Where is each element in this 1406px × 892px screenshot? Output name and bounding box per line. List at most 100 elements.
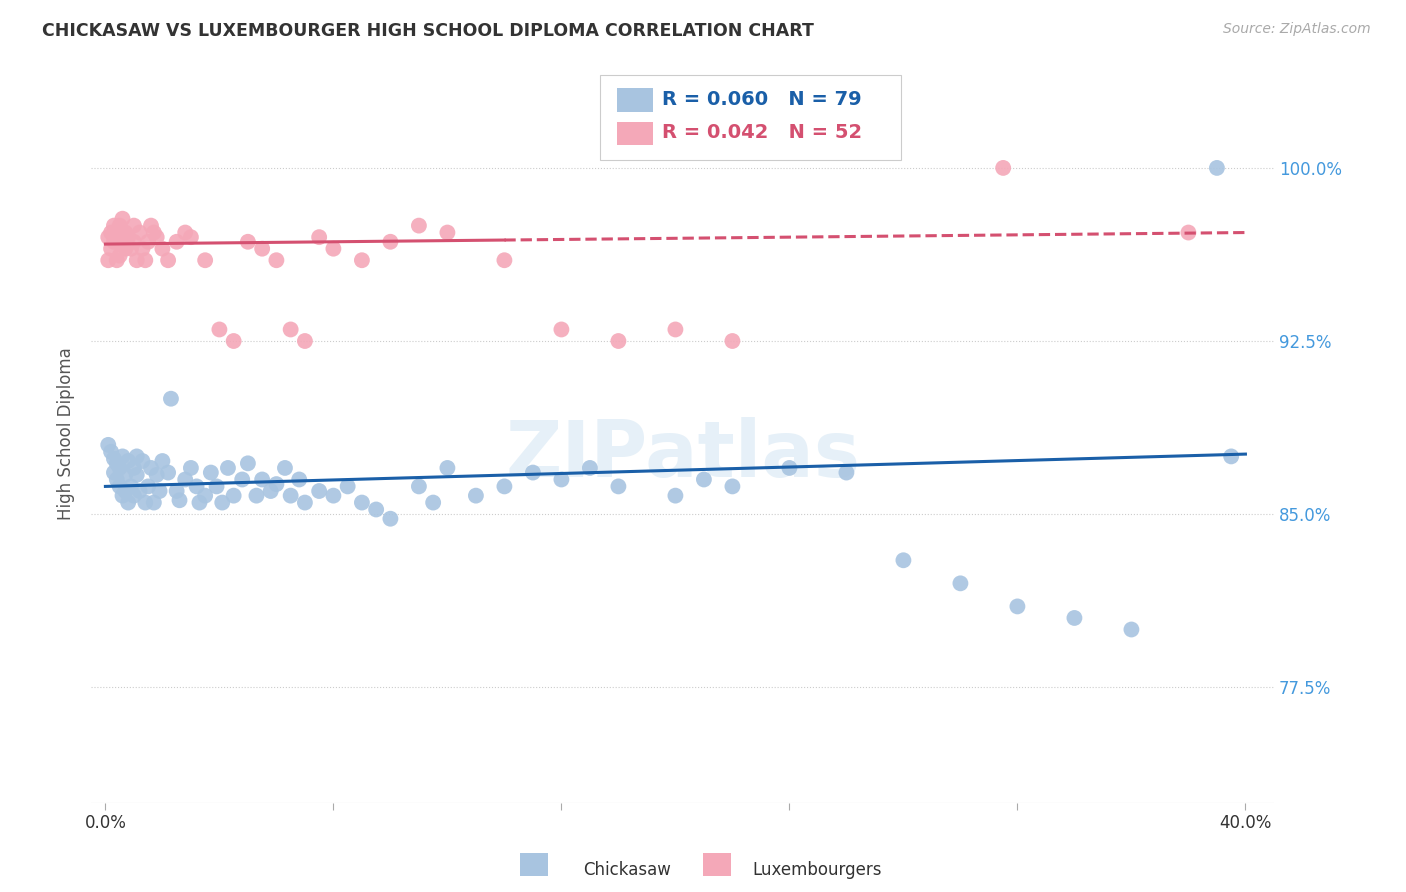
Y-axis label: High School Diploma: High School Diploma bbox=[58, 347, 75, 520]
Point bbox=[550, 473, 572, 487]
Point bbox=[778, 461, 800, 475]
Point bbox=[166, 235, 188, 249]
Point bbox=[1007, 599, 1029, 614]
Point bbox=[522, 466, 544, 480]
Point bbox=[111, 450, 134, 464]
Point bbox=[721, 479, 744, 493]
Point bbox=[103, 451, 125, 466]
Point bbox=[194, 489, 217, 503]
Bar bbox=[617, 121, 652, 145]
Point bbox=[111, 235, 134, 249]
Point bbox=[100, 226, 122, 240]
Point bbox=[114, 483, 136, 498]
Point bbox=[222, 489, 245, 503]
Point bbox=[494, 253, 516, 268]
Text: Chickasaw: Chickasaw bbox=[583, 861, 672, 879]
Point bbox=[120, 479, 142, 493]
Point bbox=[180, 461, 202, 475]
Point bbox=[991, 161, 1014, 175]
Point bbox=[422, 495, 444, 509]
Point bbox=[1063, 611, 1085, 625]
Point bbox=[236, 456, 259, 470]
Point bbox=[280, 322, 302, 336]
Point bbox=[134, 495, 156, 509]
Point bbox=[166, 483, 188, 498]
Point bbox=[693, 473, 716, 487]
Point bbox=[835, 466, 858, 480]
Point bbox=[122, 489, 145, 503]
Point bbox=[128, 483, 150, 498]
Point bbox=[550, 322, 572, 336]
Point bbox=[607, 334, 630, 348]
Point bbox=[114, 226, 136, 240]
Point bbox=[464, 489, 486, 503]
Point bbox=[100, 242, 122, 256]
Point bbox=[1177, 226, 1199, 240]
Point bbox=[280, 489, 302, 503]
Point bbox=[97, 230, 120, 244]
Point bbox=[188, 495, 211, 509]
Point bbox=[322, 242, 344, 256]
Point bbox=[117, 454, 139, 468]
Text: Source: ZipAtlas.com: Source: ZipAtlas.com bbox=[1223, 22, 1371, 37]
Point bbox=[122, 461, 145, 475]
Point bbox=[294, 495, 316, 509]
Point bbox=[139, 461, 162, 475]
Point bbox=[128, 226, 150, 240]
Point bbox=[103, 219, 125, 233]
Point bbox=[579, 461, 602, 475]
Point bbox=[142, 226, 165, 240]
Point bbox=[607, 479, 630, 493]
Point bbox=[148, 483, 170, 498]
Point bbox=[111, 489, 134, 503]
Point bbox=[125, 450, 148, 464]
Point bbox=[108, 479, 131, 493]
Point bbox=[120, 242, 142, 256]
Point bbox=[180, 230, 202, 244]
Point bbox=[145, 230, 167, 244]
Point bbox=[136, 235, 159, 249]
Point bbox=[380, 512, 402, 526]
Point bbox=[108, 249, 131, 263]
Point bbox=[308, 230, 330, 244]
Point bbox=[100, 444, 122, 458]
Point bbox=[436, 226, 458, 240]
Point bbox=[250, 242, 273, 256]
Point bbox=[250, 473, 273, 487]
Point bbox=[105, 226, 128, 240]
Text: R = 0.042   N = 52: R = 0.042 N = 52 bbox=[662, 123, 862, 142]
Point bbox=[142, 495, 165, 509]
Point bbox=[114, 467, 136, 482]
Point bbox=[274, 461, 297, 475]
Point bbox=[664, 322, 686, 336]
Point bbox=[366, 502, 388, 516]
Point bbox=[1121, 623, 1143, 637]
Point bbox=[1206, 161, 1229, 175]
Point bbox=[236, 235, 259, 249]
Point bbox=[408, 479, 430, 493]
Point bbox=[222, 334, 245, 348]
Point bbox=[125, 253, 148, 268]
Point bbox=[231, 473, 253, 487]
Point bbox=[174, 473, 197, 487]
Text: CHICKASAW VS LUXEMBOURGER HIGH SCHOOL DIPLOMA CORRELATION CHART: CHICKASAW VS LUXEMBOURGER HIGH SCHOOL DI… bbox=[42, 22, 814, 40]
Point bbox=[105, 253, 128, 268]
Point bbox=[131, 454, 153, 468]
Point bbox=[494, 479, 516, 493]
Point bbox=[288, 473, 311, 487]
Point bbox=[108, 461, 131, 475]
Point bbox=[200, 466, 222, 480]
Point bbox=[208, 322, 231, 336]
Bar bbox=[617, 88, 652, 112]
Point bbox=[308, 483, 330, 498]
Point bbox=[97, 438, 120, 452]
Point bbox=[114, 242, 136, 256]
Text: R = 0.060   N = 79: R = 0.060 N = 79 bbox=[662, 90, 862, 109]
Point bbox=[436, 461, 458, 475]
Point bbox=[103, 466, 125, 480]
Point bbox=[117, 495, 139, 509]
Point bbox=[131, 242, 153, 256]
Point bbox=[174, 226, 197, 240]
Point bbox=[350, 253, 373, 268]
Text: Luxembourgers: Luxembourgers bbox=[752, 861, 882, 879]
